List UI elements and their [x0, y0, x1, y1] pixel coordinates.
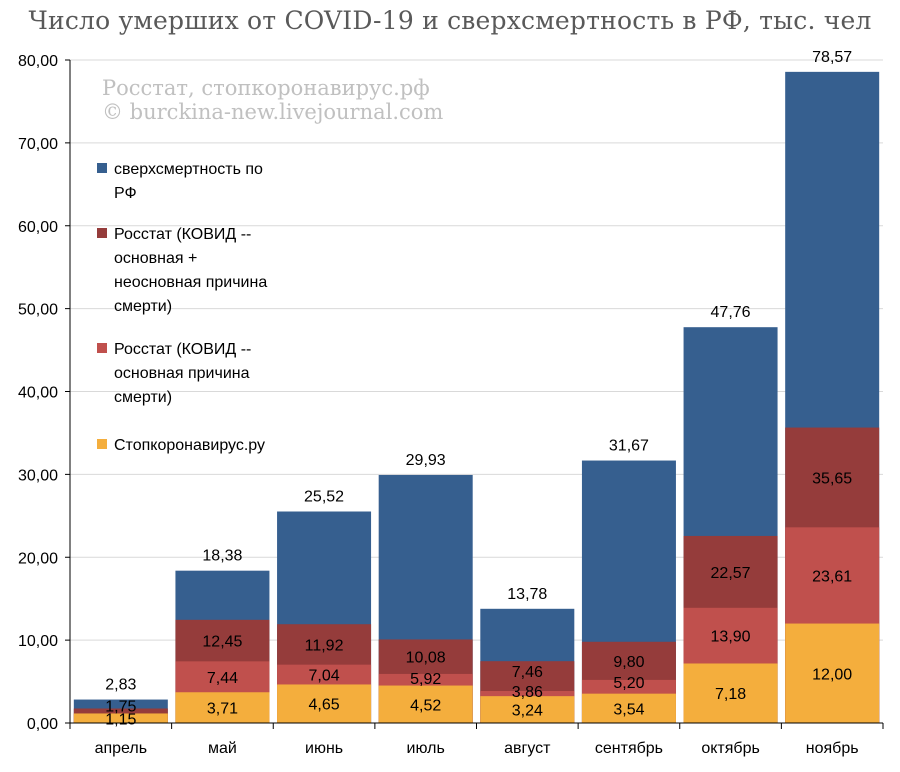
legend-label: основная +	[114, 250, 197, 267]
x-category-label: сентябрь	[595, 740, 663, 757]
y-tick-label: 50,00	[18, 302, 58, 319]
data-label-series-1: 47,76	[711, 304, 751, 321]
chart-title: Число умерших от COVID-19 и сверхсмертно…	[28, 6, 872, 35]
axes: 0,00 10,00 20,00 30,00 40,00 50,00 60,00 70,00 8…	[18, 53, 884, 757]
x-category-label: ноябрь	[806, 740, 859, 757]
data-label-series-3: 1,15	[105, 711, 136, 728]
data-label-series-4: 4,52	[410, 697, 441, 714]
data-label-series-3: 3,86	[512, 684, 543, 701]
legend-swatch	[97, 343, 107, 353]
bar-4	[175, 692, 270, 723]
y-tick-label: 40,00	[18, 385, 58, 402]
data-label-series-1: 2,83	[105, 677, 136, 694]
data-label-series-4: 7,18	[715, 686, 746, 703]
data-label-series-1: 31,67	[609, 438, 649, 455]
x-category-label: июль	[407, 740, 445, 757]
data-label-series-3: 7,04	[308, 668, 339, 685]
y-tick-label: 0,00	[27, 716, 58, 733]
y-tick-label: 20,00	[18, 550, 58, 567]
data-label-series-2: 22,57	[711, 565, 751, 582]
bars	[73, 71, 880, 723]
legend-label: неосновная причина	[114, 274, 267, 291]
bar-4	[581, 693, 676, 723]
legend: сверхсмертность по РФ Росстат (КОВИД -- осн…	[97, 161, 267, 454]
data-label-series-2: 10,08	[406, 650, 446, 667]
data-label-series-2: 9,80	[613, 654, 644, 671]
data-label-series-3: 13,90	[711, 629, 751, 646]
data-label-series-1: 78,57	[812, 49, 852, 66]
legend-label: смерти)	[114, 389, 172, 406]
data-label-series-2: 11,92	[305, 637, 344, 654]
data-label-series-2: 7,46	[512, 664, 543, 681]
data-label-series-3: 5,20	[613, 675, 644, 692]
data-label-series-3: 23,61	[812, 568, 852, 585]
legend-swatch	[97, 163, 107, 173]
data-label-series-3: 7,44	[207, 670, 238, 687]
data-label-series-1: 18,38	[202, 548, 242, 565]
data-label-series-4: 3,54	[613, 701, 644, 718]
legend-swatch	[97, 439, 107, 449]
watermark: Росстат, стопкоронавирус.рф© burckina-ne…	[102, 76, 443, 124]
legend-swatch	[97, 228, 107, 238]
x-category-label: октябрь	[701, 740, 759, 757]
data-labels: 2,83 1,751,15 18,38 12,45 7,44 3,71 25,52 11,92…	[105, 49, 852, 729]
data-label-series-4: 4,65	[308, 697, 339, 714]
data-label-series-1: 13,78	[507, 586, 547, 603]
y-tick-label: 80,00	[18, 53, 58, 70]
y-tick-label: 10,00	[18, 633, 58, 650]
legend-label: Росстат (КОВИД --	[114, 226, 251, 243]
watermark-text: © burckina-new.livejournal.com	[102, 100, 443, 124]
watermark-text: Росстат, стопкоронавирус.рф	[102, 76, 430, 100]
x-category-label: август	[504, 740, 551, 757]
y-tick-label: 60,00	[18, 219, 58, 236]
bar-4	[73, 713, 168, 723]
y-tick-label: 30,00	[18, 467, 58, 484]
bar-4	[785, 623, 880, 723]
bar-4	[378, 685, 473, 723]
data-label-series-1: 25,52	[304, 489, 344, 506]
x-category-label: май	[208, 740, 237, 757]
y-tick-label: 70,00	[18, 136, 58, 153]
legend-label: Стопкоронавирус.ру	[114, 437, 265, 454]
data-label-series-1: 29,93	[406, 452, 446, 469]
data-label-series-2: 35,65	[812, 470, 852, 487]
legend-label: смерти)	[114, 298, 172, 315]
data-label-series-4: 3,71	[207, 701, 238, 718]
x-category-label: апрель	[95, 740, 148, 757]
data-label-series-4: 3,24	[512, 703, 543, 720]
bar-4	[277, 684, 372, 723]
legend-label: сверхсмертность по	[114, 161, 263, 178]
legend-label: Росстат (КОВИД --	[114, 341, 251, 358]
data-label-series-2: 1,75	[105, 698, 136, 715]
bar-4	[683, 663, 778, 723]
bar-4	[480, 696, 575, 723]
x-category-label: июнь	[305, 740, 343, 757]
legend-label: РФ	[114, 185, 137, 202]
data-label-series-2: 12,45	[202, 634, 242, 651]
data-label-series-3: 5,92	[410, 671, 441, 688]
legend-label: основная причина	[114, 365, 250, 382]
data-label-series-4: 12,00	[812, 666, 852, 683]
